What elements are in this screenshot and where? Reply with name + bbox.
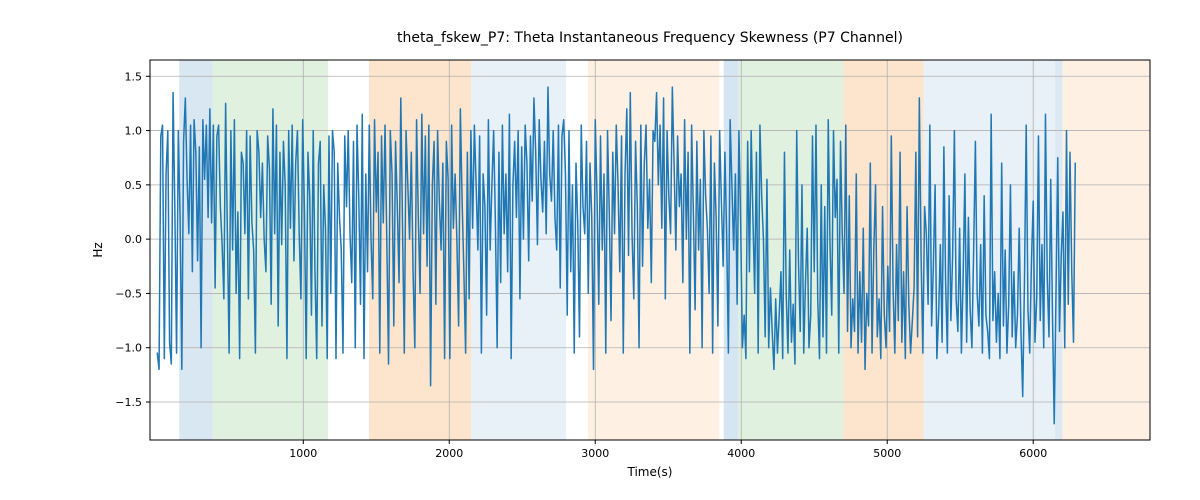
svg-text:−1.5: −1.5: [115, 396, 142, 409]
svg-text:0.0: 0.0: [125, 233, 143, 246]
svg-text:0.5: 0.5: [125, 179, 143, 192]
svg-text:6000: 6000: [1019, 447, 1047, 460]
svg-text:1000: 1000: [289, 447, 317, 460]
svg-text:2000: 2000: [435, 447, 463, 460]
line-chart: 1000 2000 3000 4000 5000 6000 −1.5 −1.0 −0.5 0.0 0…: [0, 0, 1200, 500]
svg-text:4000: 4000: [727, 447, 755, 460]
svg-text:1.0: 1.0: [125, 125, 143, 138]
svg-text:5000: 5000: [873, 447, 901, 460]
svg-text:−0.5: −0.5: [115, 287, 142, 300]
y-axis-label: Hz: [91, 242, 105, 257]
chart-title: theta_fskew_P7: Theta Instantaneous Freq…: [397, 30, 903, 46]
svg-text:3000: 3000: [581, 447, 609, 460]
x-axis-label: Time(s): [627, 465, 673, 479]
svg-text:−1.0: −1.0: [115, 342, 142, 355]
chart-container: 1000 2000 3000 4000 5000 6000 −1.5 −1.0 −0.5 0.0 0…: [0, 0, 1200, 500]
svg-text:1.5: 1.5: [125, 70, 143, 83]
